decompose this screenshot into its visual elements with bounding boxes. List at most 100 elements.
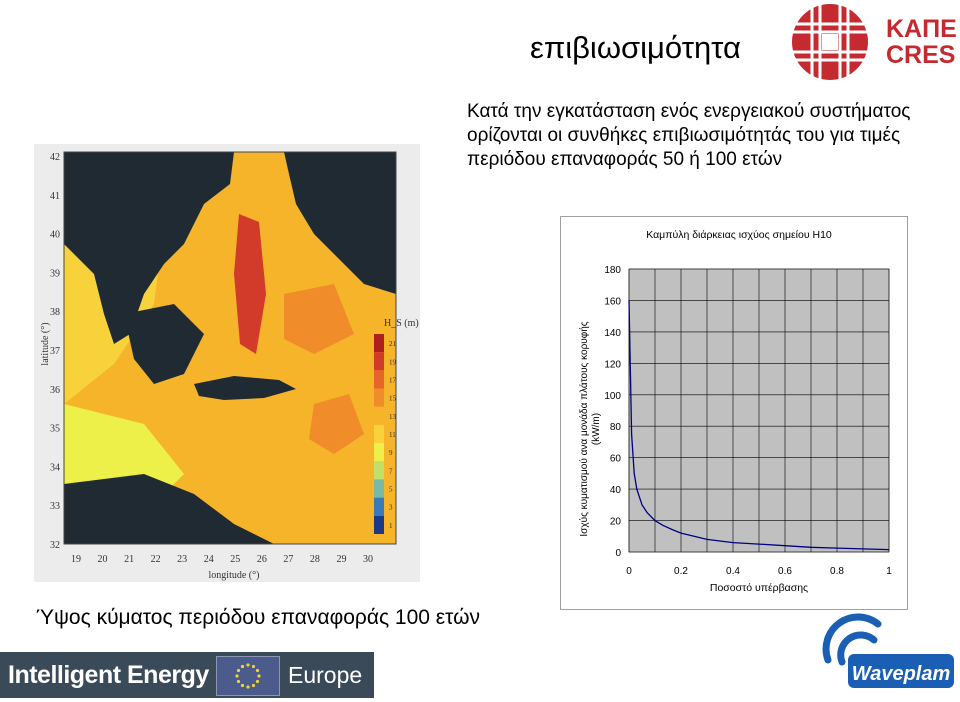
y-axis-label: Ισχύς κυματισμού ανα μονάδα πλάτους κορυ…	[578, 321, 590, 536]
map-plot-border	[63, 151, 397, 545]
kape-logo-text: ΚΑΠΕ CRES	[886, 16, 957, 68]
map-latitude-tick: 33	[50, 501, 60, 512]
y-tick-label: 80	[610, 422, 622, 433]
map-land-crete	[194, 376, 296, 400]
map-ylabel: latitude (°)	[40, 322, 51, 365]
map-legend-value: 9	[389, 449, 393, 457]
waveplam-logo-text: Waveplam	[852, 663, 951, 685]
wave-height-map: 42 41 40 39 38 37 36 35 34 33 32 19 20 21 22 23 24 25 26 2…	[34, 144, 420, 582]
map-legend-swatch	[374, 461, 384, 480]
intelligent-energy-europe-banner: Intelligent Energy Europe	[0, 652, 374, 698]
map-latitude-tick: 36	[50, 385, 60, 396]
eu-star-icon	[251, 664, 256, 669]
map-legend-swatch	[374, 334, 384, 353]
eu-star-icon	[235, 674, 239, 678]
map-high-zone	[309, 394, 364, 454]
map-land-peloponnese	[124, 304, 204, 384]
x-tick-label: 0.2	[674, 566, 688, 577]
y-axis-unit: (kW/m)	[591, 413, 602, 445]
map-longitude-tick: 29	[336, 554, 346, 565]
map-legend-value: 7	[389, 467, 393, 475]
bullet-line: Κατά την εγκατάσταση ενός ενεργειακού συ…	[467, 101, 911, 122]
y-tick-label: 180	[604, 265, 621, 276]
slide-title: επιβιωσιμότητα	[530, 30, 741, 65]
power-duration-series-line	[628, 300, 890, 551]
map-longitude-tick: 26	[257, 554, 267, 565]
x-tick-label: 1	[886, 566, 892, 577]
map-longitude-tick: 24	[204, 554, 214, 565]
map-longitude-tick: 27	[283, 554, 293, 565]
duration-curve-chart: Καμπύλη διάρκειας ισχύος σημείου H10 0 20…	[560, 216, 908, 610]
map-latitude-tick: 39	[50, 268, 60, 279]
map-longitude-tick: 22	[151, 554, 161, 565]
eu-star-icon	[246, 663, 250, 667]
map-latitude-tick: 37	[50, 346, 60, 357]
map-legend: 21 19 17 15 13 11 9 7 5 3 1	[374, 334, 397, 534]
map-latitude-tick: 32	[50, 540, 60, 551]
map-longitude-tick: 19	[71, 554, 81, 565]
map-legend-swatch	[374, 406, 384, 425]
y-tick-label: 100	[604, 391, 621, 402]
map-latitude-ticks: 42 41 40 39 38 37 36 35 34 33 32	[50, 152, 60, 551]
map-longitude-tick: 23	[177, 554, 187, 565]
map-latitude-tick: 35	[50, 424, 60, 435]
y-tick-label: 120	[604, 359, 621, 370]
bullet-line: περιόδου επαναφοράς 50 ή 100 ετών	[467, 149, 783, 170]
map-high-zone	[284, 284, 354, 354]
y-tick-label: 160	[604, 296, 621, 307]
map-caption: Ύψος κύματος περιόδου επαναφοράς 100 ετώ…	[36, 606, 481, 629]
chart-title: Καμπύλη διάρκειας ισχύος σημείου H10	[646, 229, 832, 241]
x-tick-label: 0	[626, 566, 632, 577]
map-legend-value: 13	[389, 413, 397, 421]
map-legend-value: 1	[389, 522, 393, 530]
map-longitude-ticks: 19 20 21 22 23 24 25 26 27 28 29 30	[71, 554, 373, 565]
map-legend-swatch	[374, 388, 384, 407]
grid-lines	[628, 268, 890, 553]
x-tick-label: 0.4	[726, 566, 740, 577]
map-legend-value: 17	[389, 376, 397, 384]
map-longitude-tick: 25	[230, 554, 240, 565]
map-legend-value: 3	[389, 504, 393, 512]
kape-emblem-icon	[792, 4, 868, 80]
map-latitude-tick: 40	[50, 230, 60, 241]
ie-banner-left-text: Intelligent Energy	[8, 661, 209, 689]
map-land-greece	[64, 152, 234, 344]
map-legend-swatch	[374, 515, 384, 534]
eu-star-icon	[240, 683, 245, 688]
map-legend-swatch	[374, 497, 384, 516]
ie-banner-right-text: Europe	[288, 662, 363, 688]
x-axis-label: Ποσοστό υπέρβασης	[710, 582, 808, 594]
eu-star-icon	[240, 664, 245, 669]
eu-star-icon	[236, 679, 241, 684]
x-tick-label: 0.6	[778, 566, 792, 577]
y-tick-label: 40	[610, 485, 622, 496]
eu-flag-icon	[216, 656, 280, 696]
map-legend-value: 21	[389, 340, 397, 348]
waveplam-wave-icon	[822, 613, 882, 666]
map-legend-value: 11	[389, 431, 396, 439]
eu-star-icon	[251, 683, 256, 688]
map-latitude-tick: 41	[50, 191, 60, 202]
map-legend-value: 5	[389, 486, 393, 494]
x-tick-label: 0.8	[830, 566, 844, 577]
eu-star-icon	[255, 668, 260, 673]
eu-star-icon	[236, 668, 241, 673]
map-longitude-tick: 30	[363, 554, 373, 565]
map-xlabel: longitude (°)	[209, 570, 260, 581]
map-land-turkey	[284, 152, 396, 294]
y-tick-label: 60	[610, 454, 622, 465]
x-tick-labels: 0 0.2 0.4 0.6 0.8 1	[626, 566, 892, 577]
map-latitude-tick: 34	[50, 462, 60, 473]
eu-star-icon	[246, 685, 250, 689]
eu-star-icon	[255, 679, 260, 684]
kape-logo-line1: ΚΑΠΕ	[886, 15, 957, 43]
eu-star-icon	[257, 674, 261, 678]
y-tick-label: 20	[610, 517, 622, 528]
map-longitude-tick: 20	[98, 554, 108, 565]
y-tick-label: 140	[604, 328, 621, 339]
map-legend-title: H_S (m)	[384, 318, 419, 329]
map-legend-value: 19	[389, 358, 397, 366]
y-tick-labels: 0 20 40 60 80 100 120 140 160 180	[604, 265, 621, 559]
y-tick-label: 0	[615, 548, 621, 559]
